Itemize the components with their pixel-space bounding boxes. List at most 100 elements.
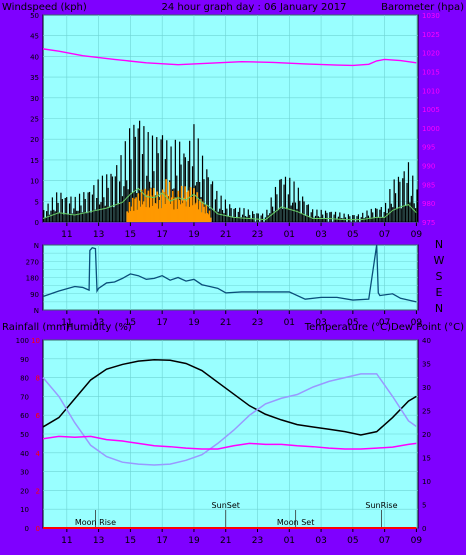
windspeed-tick-label: 20 bbox=[30, 136, 39, 144]
x-tick-label: 17 bbox=[156, 318, 167, 328]
windspeed-tick-label: 25 bbox=[30, 116, 39, 124]
temperature-tick-label: 25 bbox=[422, 408, 431, 416]
temperature-tick-label: 15 bbox=[422, 455, 431, 463]
windspeed-tick-label: 50 bbox=[30, 12, 39, 20]
event-label: SunRise bbox=[365, 501, 397, 510]
humidity-tick-label: 0 bbox=[25, 525, 29, 533]
x-tick-label: 21 bbox=[220, 318, 231, 328]
wind-average-line bbox=[42, 187, 417, 221]
x-tick-label: 01 bbox=[284, 230, 295, 240]
humidity-tick-label: 90 bbox=[20, 356, 29, 364]
x-tick-label: 07 bbox=[379, 318, 390, 328]
barometer-tick-label: 1025 bbox=[422, 31, 440, 39]
x-tick-label: 21 bbox=[220, 536, 231, 546]
humidity-tick-label: 70 bbox=[20, 393, 29, 401]
windspeed-tick-label: 40 bbox=[30, 53, 39, 61]
humidity-tick-label: 60 bbox=[20, 412, 29, 420]
direction-tick-label: 270 bbox=[26, 258, 39, 266]
barometer-tick-label: 1005 bbox=[422, 106, 440, 114]
humidity-tick-label: 100 bbox=[16, 337, 29, 345]
humidity-tick-label: 30 bbox=[20, 469, 29, 477]
barometer-tick-label: 975 bbox=[422, 219, 435, 227]
x-tick-label: 13 bbox=[93, 536, 104, 546]
barometer-tick-label: 1015 bbox=[422, 68, 440, 76]
x-tick-label: 01 bbox=[284, 536, 295, 546]
direction-label: N bbox=[435, 302, 443, 315]
x-tick-label: 17 bbox=[156, 536, 167, 546]
temperature-tick-label: 30 bbox=[422, 384, 431, 392]
x-tick-label: 13 bbox=[93, 230, 104, 240]
x-tick-label: 03 bbox=[315, 536, 326, 546]
x-tick-label: 03 bbox=[315, 318, 326, 328]
windspeed-tick-label: 10 bbox=[30, 178, 39, 186]
x-tick-label: 07 bbox=[379, 536, 390, 546]
barometer-tick-label: 1000 bbox=[422, 125, 440, 133]
barometer-axis-title: Barometer (hpa) bbox=[381, 2, 464, 13]
temperature-tick-label: 35 bbox=[422, 361, 431, 369]
temperature-axis-title: Temperature (°C)Dew Point (°C) bbox=[304, 322, 464, 333]
x-tick-label: 23 bbox=[252, 230, 263, 240]
windspeed-tick-label: 45 bbox=[30, 33, 39, 41]
x-tick-label: 05 bbox=[347, 536, 358, 546]
barometer-tick-label: 1030 bbox=[422, 12, 440, 20]
event-label: Moon Set bbox=[277, 518, 314, 527]
windspeed-axis-title: Windspeed (kph) bbox=[2, 2, 87, 13]
humidity-axis-title: Humidity (%) bbox=[66, 322, 132, 333]
x-tick-label: 11 bbox=[61, 230, 72, 240]
rainfall-tick-label: 4 bbox=[36, 450, 41, 458]
rainfall-tick-label: 10 bbox=[31, 337, 40, 345]
humidity-tick-label: 40 bbox=[20, 450, 29, 458]
direction-tick-label: N bbox=[34, 307, 39, 315]
direction-tick-label: 90 bbox=[30, 291, 39, 299]
temperature-tick-label: 20 bbox=[422, 431, 431, 439]
x-tick-label: 13 bbox=[93, 318, 104, 328]
direction-tick-label: N bbox=[34, 242, 39, 250]
x-tick-label: 21 bbox=[220, 230, 231, 240]
wind-direction-line bbox=[42, 244, 417, 303]
x-tick-label: 19 bbox=[188, 230, 200, 240]
barometer-tick-label: 995 bbox=[422, 144, 435, 152]
x-tick-label: 11 bbox=[61, 536, 72, 546]
windspeed-tick-label: 35 bbox=[30, 74, 39, 82]
windspeed-tick-label: 15 bbox=[30, 157, 39, 165]
x-tick-label: 09 bbox=[411, 536, 423, 546]
x-tick-label: 15 bbox=[125, 230, 136, 240]
event-label: SunSet bbox=[212, 501, 240, 510]
barometer-tick-label: 980 bbox=[422, 200, 435, 208]
x-tick-label: 01 bbox=[284, 318, 295, 328]
graph-title: 24 hour graph day : 06 January 2017 bbox=[162, 2, 347, 13]
humidity-tick-label: 50 bbox=[20, 431, 29, 439]
humidity-tick-label: 80 bbox=[20, 375, 29, 383]
dew-point-line bbox=[42, 435, 417, 450]
rainfall-tick-label: 0 bbox=[36, 525, 40, 533]
x-tick-label: 11 bbox=[61, 318, 72, 328]
x-tick-label: 05 bbox=[347, 318, 358, 328]
rainfall-tick-label: 2 bbox=[36, 487, 40, 495]
barometer-tick-label: 990 bbox=[422, 163, 435, 171]
x-tick-label: 23 bbox=[252, 536, 263, 546]
x-tick-label: 19 bbox=[188, 318, 200, 328]
x-tick-label: 15 bbox=[125, 536, 136, 546]
humidity-line bbox=[42, 373, 417, 466]
rainfall-tick-label: 6 bbox=[36, 412, 41, 420]
barometer-tick-label: 1010 bbox=[422, 87, 440, 95]
x-tick-label: 17 bbox=[156, 230, 167, 240]
x-tick-label: 07 bbox=[379, 230, 390, 240]
temperature-tick-label: 40 bbox=[422, 337, 431, 345]
direction-label: S bbox=[436, 270, 443, 283]
rainfall-axis-title: Rainfall (mm) bbox=[2, 322, 70, 333]
wind-bars bbox=[43, 120, 418, 222]
temperature-tick-label: 10 bbox=[422, 478, 431, 486]
x-tick-label: 09 bbox=[411, 230, 423, 240]
event-label: Moon Rise bbox=[75, 518, 116, 527]
x-tick-label: 09 bbox=[411, 318, 423, 328]
direction-label: E bbox=[436, 286, 443, 299]
temperature-tick-label: 5 bbox=[422, 502, 426, 510]
direction-label: N bbox=[435, 238, 443, 251]
direction-label: W bbox=[434, 254, 445, 267]
windspeed-tick-label: 0 bbox=[35, 219, 39, 227]
humidity-tick-label: 10 bbox=[20, 506, 29, 514]
